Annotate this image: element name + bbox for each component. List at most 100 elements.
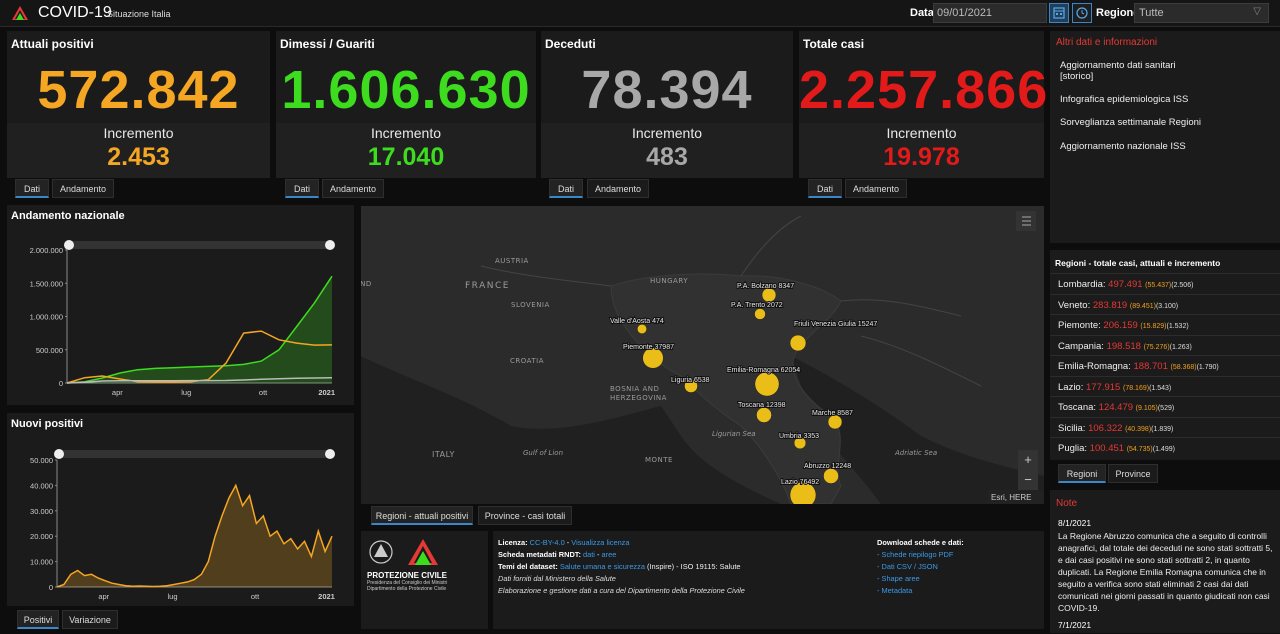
region-bubble[interactable] <box>761 287 777 303</box>
region-name: Lombardia: <box>1058 279 1106 290</box>
clock-button[interactable] <box>1072 3 1092 23</box>
plus-icon: + <box>1024 452 1032 467</box>
download-csv-link[interactable]: - Dati CSV / JSON <box>877 562 938 571</box>
list-icon[interactable] <box>1022 216 1031 226</box>
region-row[interactable]: Toscana: 124.479 (9.105)(529) <box>1050 396 1280 416</box>
date-label: Data <box>910 7 934 19</box>
download-shape-text[interactable]: Shape aree <box>881 574 920 583</box>
map-country-label: CROATIA <box>510 357 544 365</box>
tab-dati[interactable]: Dati <box>808 179 842 198</box>
tab-variazione[interactable]: Variazione <box>62 610 118 629</box>
range-slider-handle-start[interactable] <box>64 240 74 250</box>
region-bubble[interactable] <box>793 436 807 450</box>
region-bubble[interactable] <box>789 481 817 504</box>
stat-card: Dimessi / Guariti 1.606.630 Incremento 17.0… <box>276 31 536 178</box>
region-total: 497.491 <box>1108 279 1143 290</box>
region-bubble[interactable] <box>756 407 772 423</box>
region-name: Veneto: <box>1058 299 1091 311</box>
info-link-aggiornamento[interactable]: Aggiornamento dati sanitari <box>1060 60 1176 71</box>
region-increment: (1.499) <box>1152 446 1175 453</box>
metadata-aree-link[interactable]: aree <box>601 550 617 559</box>
tab-dati[interactable]: Dati <box>285 179 319 198</box>
region-row[interactable]: Sicilia: 106.322 (40.398)(1.839) <box>1050 416 1280 437</box>
themes-rest: (Inspire) - ISO 19115: Salute <box>647 562 741 571</box>
y-tick-label: 2.000.000 <box>30 246 63 255</box>
region-row[interactable]: Campania: 198.518 (75.276)(1.263) <box>1050 334 1280 355</box>
map-sea-label: Gulf of Lion <box>523 449 563 457</box>
region-name: Piemonte: <box>1058 320 1101 331</box>
tab-regioni[interactable]: Regioni <box>1058 464 1106 483</box>
map-view[interactable]: FRANCE SWITZERLAND AUSTRIA HUNGARY SLOVENIA C… <box>361 206 1044 504</box>
download-pdf-text[interactable]: Schede riepilogo PDF <box>881 550 954 559</box>
tab-dati[interactable]: Dati <box>15 179 49 198</box>
region-bubble[interactable] <box>789 334 807 352</box>
info-link-sorveglianza[interactable]: Sorveglianza settimanale Regioni <box>1060 117 1201 128</box>
region-name: Sicilia: <box>1058 422 1086 434</box>
region-select-value: Tutte <box>1139 7 1164 19</box>
tab-province[interactable]: Province <box>1108 464 1158 483</box>
series-line <box>56 483 333 588</box>
region-bubble[interactable] <box>827 414 843 430</box>
region-select[interactable]: Tutte ▽ <box>1134 3 1269 23</box>
region-increment: (1.839) <box>1151 425 1174 433</box>
region-row[interactable]: Piemonte: 206.159 (15.829)(1.532) <box>1050 314 1280 334</box>
region-row[interactable]: Lazio: 177.915 (78.169)(1.543) <box>1050 375 1280 396</box>
tab-andamento[interactable]: Andamento <box>845 179 907 198</box>
download-shape-link[interactable]: - Shape aree <box>877 574 920 583</box>
line-chart-national: 2.000.000 1.500.000 1.000.000 500.000 0 apr lu… <box>30 240 335 397</box>
tab-andamento[interactable]: Andamento <box>52 179 114 198</box>
tab-andamento[interactable]: Andamento <box>587 179 649 198</box>
metadata-dati-link[interactable]: dati <box>583 550 595 559</box>
region-active: (9.105) <box>1135 405 1158 412</box>
date-input[interactable]: 09/01/2021 <box>933 3 1047 23</box>
calendar-icon <box>1053 7 1065 19</box>
zoom-in-button[interactable] <box>1018 450 1038 470</box>
info-link-infografica[interactable]: Infografica epidemiologica ISS <box>1060 94 1189 105</box>
map-country-label: BOSNIA AND <box>610 385 659 393</box>
download-csv-text[interactable]: Dati CSV / JSON <box>881 562 938 571</box>
region-bubble-label: Piemonte 37987 <box>623 344 674 351</box>
card-increment-value: 17.040 <box>367 143 445 171</box>
region-bubble-label: Abruzzo 12248 <box>804 463 851 470</box>
region-bubble[interactable] <box>754 308 766 320</box>
y-tick-label: 40.000 <box>30 481 53 490</box>
download-pdf-link[interactable]: - Schede riepilogo PDF <box>877 550 954 559</box>
tab-regioni-attuali-positivi[interactable]: Regioni - attuali positivi <box>371 506 473 525</box>
download-metadata-text[interactable]: Metadata <box>881 586 913 595</box>
region-row[interactable]: Emilia-Romagna: 188.701 (58.368)(1.790) <box>1050 355 1280 375</box>
tab-dati[interactable]: Dati <box>549 179 583 198</box>
region-bubble[interactable] <box>642 347 664 369</box>
region-bubble[interactable] <box>823 468 839 484</box>
region-row[interactable]: Lombardia: 497.491 (55.437)(2.506) <box>1050 273 1280 293</box>
stat-card: Totale casi 2.257.866 Incremento 19.978 <box>799 31 1047 178</box>
license-link[interactable]: CC-BY-4.0 <box>529 538 565 547</box>
calendar-button[interactable] <box>1049 3 1069 23</box>
region-bubble[interactable] <box>684 379 698 393</box>
zoom-out-button[interactable] <box>1018 470 1038 490</box>
info-link-iss[interactable]: Aggiornamento nazionale ISS <box>1060 141 1186 152</box>
region-row[interactable]: Veneto: 283.819 (89.451)(3.100) <box>1050 293 1280 314</box>
range-slider-track[interactable] <box>59 450 330 458</box>
info-link-storico[interactable]: [storico] <box>1060 71 1094 82</box>
range-slider-handle-end[interactable] <box>325 240 335 250</box>
region-bubble[interactable] <box>754 371 780 397</box>
download-metadata-link[interactable]: - Metadata <box>877 586 913 595</box>
region-increment: (529) <box>1157 405 1175 412</box>
note-title: Note <box>1056 498 1078 509</box>
processing-line: Elaborazione e gestione dati a cura del … <box>498 586 745 595</box>
tab-province-casi-totali[interactable]: Province - casi totali <box>478 506 572 525</box>
range-slider-track[interactable] <box>69 241 330 249</box>
region-bubble[interactable] <box>637 324 647 334</box>
range-slider-handle-end[interactable] <box>325 449 335 459</box>
italy-map[interactable]: FRANCE SWITZERLAND AUSTRIA HUNGARY SLOVENIA C… <box>361 206 1044 504</box>
themes-link[interactable]: Salute umana e sicurezza <box>559 562 645 571</box>
tab-andamento[interactable]: Andamento <box>322 179 384 198</box>
map-country-label: FRANCE <box>465 281 510 291</box>
chart-title: Andamento nazionale <box>11 210 125 222</box>
tab-positivi[interactable]: Positivi <box>17 610 59 629</box>
chevron-down-icon: ▽ <box>1253 6 1261 17</box>
view-license-link[interactable]: Visualizza licenza <box>571 538 630 547</box>
range-slider-handle-start[interactable] <box>54 449 64 459</box>
x-tick-label: 2021 <box>318 388 335 397</box>
region-row[interactable]: Puglia: 100.451 (54.735)(1.499) <box>1050 437 1280 457</box>
